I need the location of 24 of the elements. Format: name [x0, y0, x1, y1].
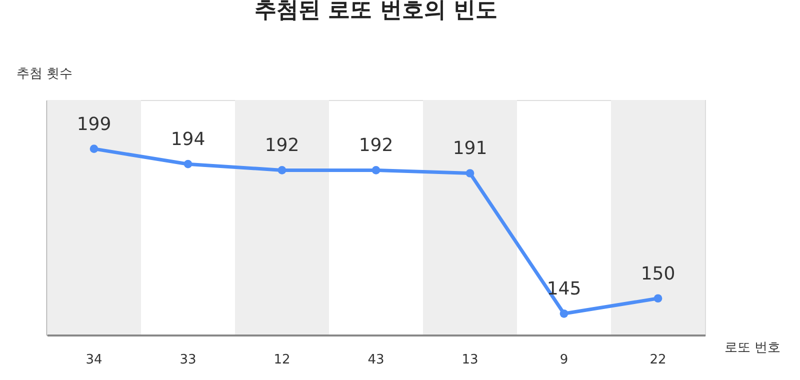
x-tick-label: 34	[86, 352, 102, 368]
point	[90, 144, 98, 154]
point	[560, 309, 568, 318]
data-label: 194	[170, 129, 206, 150]
chart-title: 추첨된 로또 번호의 빈도	[254, 0, 498, 23]
data-label: 192	[264, 135, 300, 156]
data-label: 145	[546, 278, 582, 300]
point	[654, 294, 662, 303]
data-label: 199	[76, 114, 112, 135]
point	[372, 166, 380, 174]
x-tick-label: 33	[180, 352, 196, 368]
data-label: 150	[640, 263, 676, 284]
y-axis-title: 추첨 횟수	[16, 66, 73, 82]
point	[184, 160, 192, 168]
x-tick-label: 43	[368, 352, 384, 368]
point	[466, 169, 474, 178]
x-tick-label: 22	[650, 352, 666, 368]
x-axis-title: 로또 번호	[724, 340, 780, 356]
x-tick-label: 9	[560, 352, 568, 368]
x-tick-label: 13	[462, 352, 478, 368]
x-tick-label: 12	[274, 352, 290, 368]
data-label: 191	[452, 138, 488, 160]
data-label: 192	[358, 135, 394, 156]
point	[278, 166, 286, 174]
